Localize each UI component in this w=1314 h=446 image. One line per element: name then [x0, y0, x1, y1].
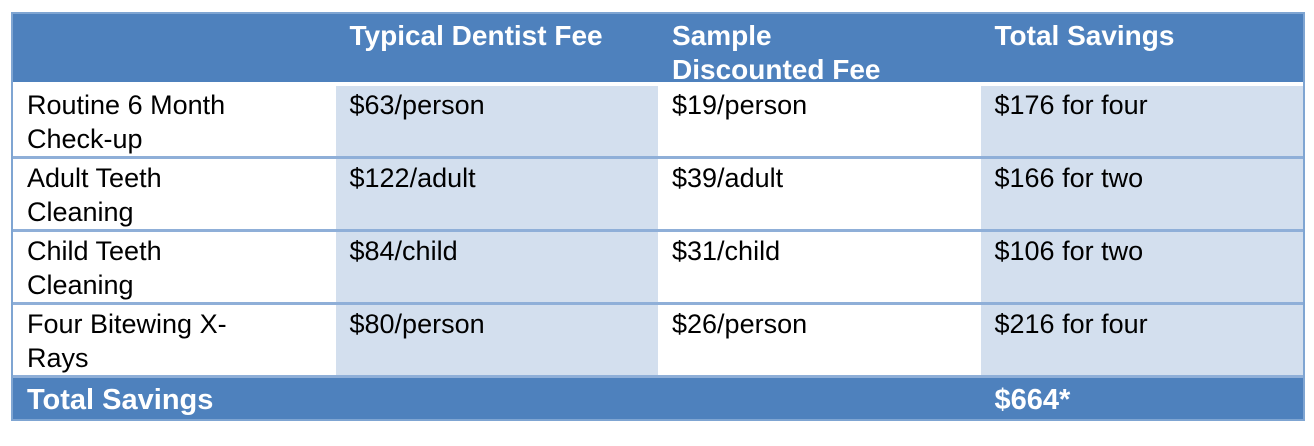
- savings-cell: $166 for two: [980, 159, 1303, 229]
- footer-total-savings-value: $664*: [994, 384, 1071, 416]
- service-name-cell: Adult Teeth Cleaning: [13, 159, 336, 229]
- header-cell-total-savings: Total Savings: [994, 20, 1175, 51]
- typical-fee-cell: $122/adult: [335, 159, 658, 229]
- typical-fee-cell: $63/person: [335, 86, 658, 156]
- discounted-fee-cell: $39/adult: [658, 159, 981, 229]
- header-cell-typical-fee: Typical Dentist Fee: [349, 20, 603, 51]
- table-row: Child Teeth Cleaning $84/child $31/child…: [13, 232, 1303, 305]
- header-cell-service: [13, 14, 336, 82]
- discounted-fee-cell: $26/person: [658, 305, 981, 375]
- table-header-row: Typical Dentist Fee Sample Discounted Fe…: [13, 14, 1303, 86]
- discounted-fee-cell: $19/person: [658, 86, 981, 156]
- typical-fee-cell: $80/person: [335, 305, 658, 375]
- table-row: Adult Teeth Cleaning $122/adult $39/adul…: [13, 159, 1303, 232]
- savings-cell: $216 for four: [980, 305, 1303, 375]
- discounted-fee-cell: $31/child: [658, 232, 981, 302]
- service-name-cell: Child Teeth Cleaning: [13, 232, 336, 302]
- savings-cell: $106 for two: [980, 232, 1303, 302]
- table-row: Four Bitewing X- Rays $80/person $26/per…: [13, 305, 1303, 378]
- typical-fee-cell: $84/child: [335, 232, 658, 302]
- service-name-cell: Routine 6 Month Check-up: [13, 86, 336, 156]
- footer-total-savings-label: Total Savings: [27, 384, 214, 416]
- header-cell-discounted-fee: Sample Discounted Fee: [672, 20, 881, 82]
- dental-fee-comparison-table: Typical Dentist Fee Sample Discounted Fe…: [11, 12, 1305, 421]
- service-name-cell: Four Bitewing X- Rays: [13, 305, 336, 375]
- savings-cell: $176 for four: [980, 86, 1303, 156]
- table-row: Routine 6 Month Check-up $63/person $19/…: [13, 86, 1303, 159]
- table-footer-row: Total Savings $664*: [13, 378, 1303, 419]
